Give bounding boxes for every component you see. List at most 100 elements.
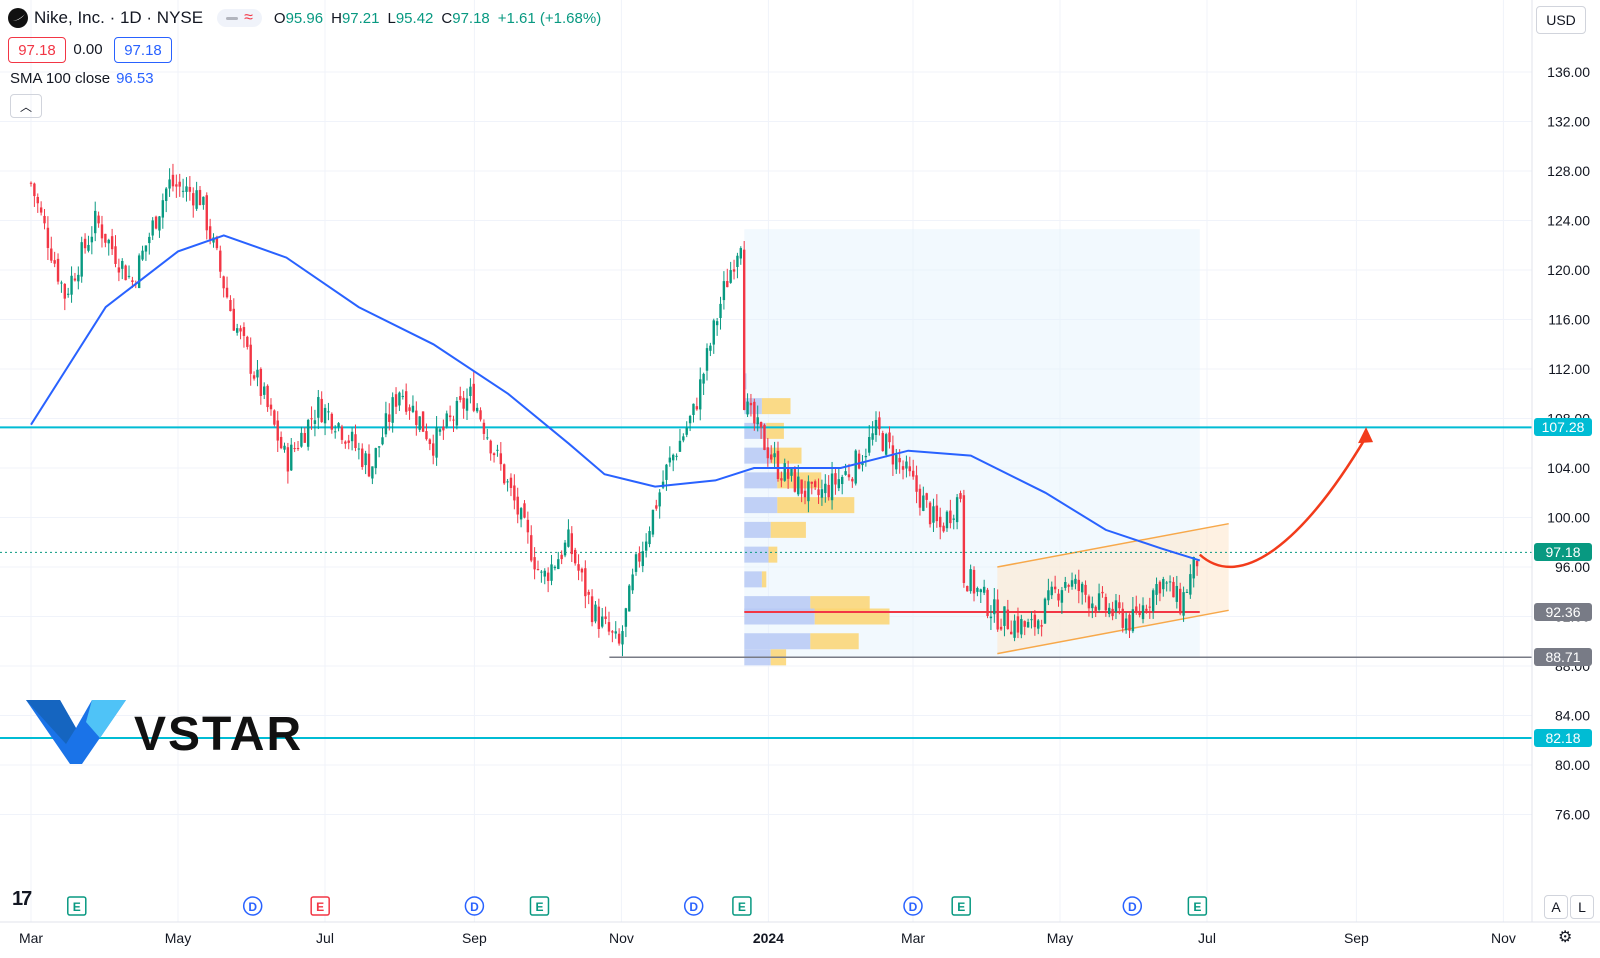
- earnings-marker[interactable]: E: [529, 896, 550, 916]
- candle-body: [644, 541, 648, 551]
- earnings-marker[interactable]: E: [1187, 896, 1208, 916]
- candle-body: [425, 431, 428, 440]
- currency-select[interactable]: USD: [1536, 6, 1586, 34]
- candle-body: [151, 220, 154, 236]
- visibility-toggle[interactable]: ≈: [217, 9, 262, 27]
- candle-body: [452, 419, 455, 421]
- time-tick-label: Mar: [901, 930, 925, 946]
- candle-body: [1080, 583, 1084, 593]
- price-label-box: 107.28: [1534, 418, 1592, 437]
- symbol-title[interactable]: Nike, Inc. · 1D · NYSE: [34, 8, 204, 27]
- candle-body: [303, 432, 306, 443]
- candle-body: [1010, 631, 1013, 635]
- candle-body: [851, 478, 854, 482]
- candle-body: [712, 320, 715, 345]
- auto-scale-button[interactable]: A: [1544, 895, 1568, 919]
- sma-legend[interactable]: SMA 100 close 96.53: [10, 70, 154, 87]
- candle-body: [584, 568, 587, 597]
- candle-body: [1087, 596, 1091, 609]
- candle-body: [813, 481, 817, 488]
- candle-body: [242, 327, 246, 336]
- bid-box[interactable]: 97.18: [8, 37, 66, 63]
- candle-body: [868, 437, 871, 453]
- candle-body: [43, 215, 46, 224]
- candle-body: [1165, 582, 1168, 584]
- event-marker-letter: D: [1128, 900, 1137, 914]
- earnings-marker[interactable]: E: [310, 896, 330, 916]
- candle-body: [293, 448, 296, 450]
- time-axis[interactable]: Mar May Jul Sep Nov 2024 Mar May Jul Sep Nov: [0, 921, 1600, 946]
- time-tick-label: Sep: [462, 930, 487, 946]
- candle-body: [1053, 586, 1057, 590]
- candle-body: [986, 589, 989, 616]
- channel-upper-line: [997, 522, 1229, 568]
- candle-body: [641, 551, 644, 567]
- dividend-marker[interactable]: D: [242, 896, 263, 916]
- volume-bar-down: [761, 398, 791, 415]
- channel-lower-line: [997, 609, 1229, 655]
- volume-bar-up: [744, 422, 767, 439]
- candle-body: [117, 267, 121, 273]
- candle-body: [110, 236, 114, 250]
- chevron-up-icon: ︿: [19, 99, 32, 114]
- candle-body: [377, 446, 381, 448]
- settings-gear-icon[interactable]: ⚙: [1558, 929, 1573, 946]
- candle-body: [732, 269, 736, 272]
- candle-body: [1074, 578, 1077, 584]
- candle-body: [1094, 606, 1097, 612]
- candle-body: [628, 585, 631, 612]
- candle-body: [972, 569, 976, 594]
- candle-body: [198, 189, 202, 206]
- candle-body: [675, 455, 678, 457]
- event-marker-letter: E: [535, 900, 543, 914]
- price-tick-label: 80.00: [1555, 757, 1590, 773]
- candle-body: [306, 419, 310, 447]
- volume-bar-down: [814, 608, 890, 625]
- candle-body: [536, 569, 540, 571]
- candle-body: [925, 493, 928, 500]
- candle-body: [742, 249, 746, 410]
- dividend-marker[interactable]: D: [903, 896, 923, 916]
- candle-body: [634, 554, 638, 572]
- dividend-marker[interactable]: D: [1122, 896, 1143, 916]
- tradingview-logo[interactable]: 17: [12, 888, 32, 910]
- price-tick-label: 136.00: [1547, 64, 1590, 80]
- candle-body: [489, 440, 492, 454]
- ask-box[interactable]: 97.18: [114, 37, 172, 63]
- price-tick-label: 132.00: [1547, 114, 1590, 130]
- log-scale-button[interactable]: L: [1570, 895, 1594, 919]
- candle-body: [185, 186, 188, 192]
- candle-body: [895, 454, 898, 470]
- candle-body: [263, 386, 266, 395]
- candle-body: [39, 207, 43, 213]
- candle-body: [922, 495, 925, 511]
- candle-body: [1124, 618, 1128, 631]
- candle-body: [1023, 621, 1026, 627]
- candle-body: [648, 531, 651, 545]
- price-axis[interactable]: 136.00 132.00 128.00 124.00 120.00 116.00 112.…: [1531, 0, 1590, 922]
- candle-body: [928, 502, 932, 525]
- earnings-marker[interactable]: E: [732, 896, 752, 916]
- candle-body: [617, 633, 621, 644]
- candle-body: [411, 405, 415, 412]
- candle-body: [516, 496, 519, 515]
- candle-body: [219, 250, 222, 272]
- volume-bar-up: [744, 633, 811, 650]
- candle-body: [969, 569, 972, 592]
- dividend-marker[interactable]: D: [683, 896, 704, 916]
- candle-body: [310, 418, 313, 420]
- volume-bar-down: [761, 571, 767, 588]
- candle-body: [824, 483, 827, 494]
- candle-body: [124, 265, 127, 281]
- candle-body: [462, 397, 465, 409]
- earnings-marker[interactable]: E: [951, 896, 971, 916]
- candle-body: [780, 478, 783, 481]
- candle-body: [1158, 581, 1162, 594]
- collapse-legend-button[interactable]: ︿: [10, 94, 42, 118]
- earnings-marker[interactable]: E: [67, 896, 87, 916]
- candle-body: [496, 449, 499, 451]
- dividend-marker[interactable]: D: [464, 896, 485, 916]
- candle-body: [323, 407, 327, 424]
- candle-body: [141, 250, 144, 260]
